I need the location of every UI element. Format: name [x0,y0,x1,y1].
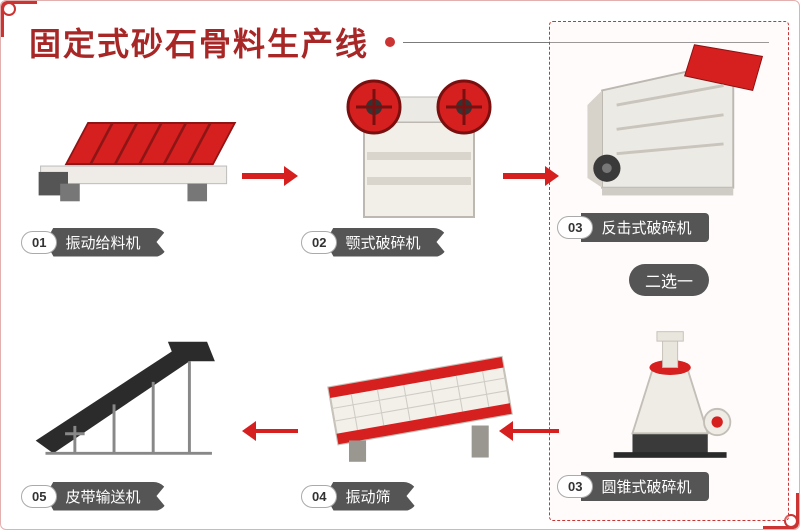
step-05-belt-conveyor: 05 皮带输送机 [21,321,256,521]
step-label: 振动筛 [325,482,418,511]
step-number: 04 [301,485,337,508]
step-03b-cone-crusher: 03 圆锥式破碎机 [557,311,783,511]
flow-arrow-4 [499,421,559,441]
feeder-icon [21,67,256,227]
step-number: 02 [301,231,337,254]
step-label: 反击式破碎机 [581,213,709,242]
belt-conveyor-icon [21,321,256,481]
step-number: 01 [21,231,57,254]
flow-arrow-2 [503,166,559,186]
step-number: 03 [557,216,593,239]
step-02-jaw-crusher: 02 颚式破碎机 [301,67,536,267]
step-number: 03 [557,475,593,498]
alt-pill: 二选一 [629,264,709,296]
step-number: 05 [21,485,57,508]
vibrating-screen-icon [301,321,536,481]
impact-crusher-icon [557,37,783,212]
title-dot [385,37,395,47]
step-label: 圆锥式破碎机 [581,472,709,501]
cone-crusher-icon [557,311,783,471]
step-03-impact-crusher: 03 反击式破碎机 [557,37,783,237]
jaw-crusher-icon [301,67,536,227]
page-title: 固定式砂石骨料生产线 [29,19,369,65]
step-label: 皮带输送机 [45,482,168,511]
flow-arrow-3 [242,421,298,441]
step-label: 颚式破碎机 [325,228,448,257]
step-01-feeder: 01 振动给料机 [21,67,256,267]
diagram-frame: 固定式砂石骨料生产线 二选一 [0,0,800,530]
flow-arrow-1 [242,166,298,186]
step-label: 振动给料机 [45,228,168,257]
